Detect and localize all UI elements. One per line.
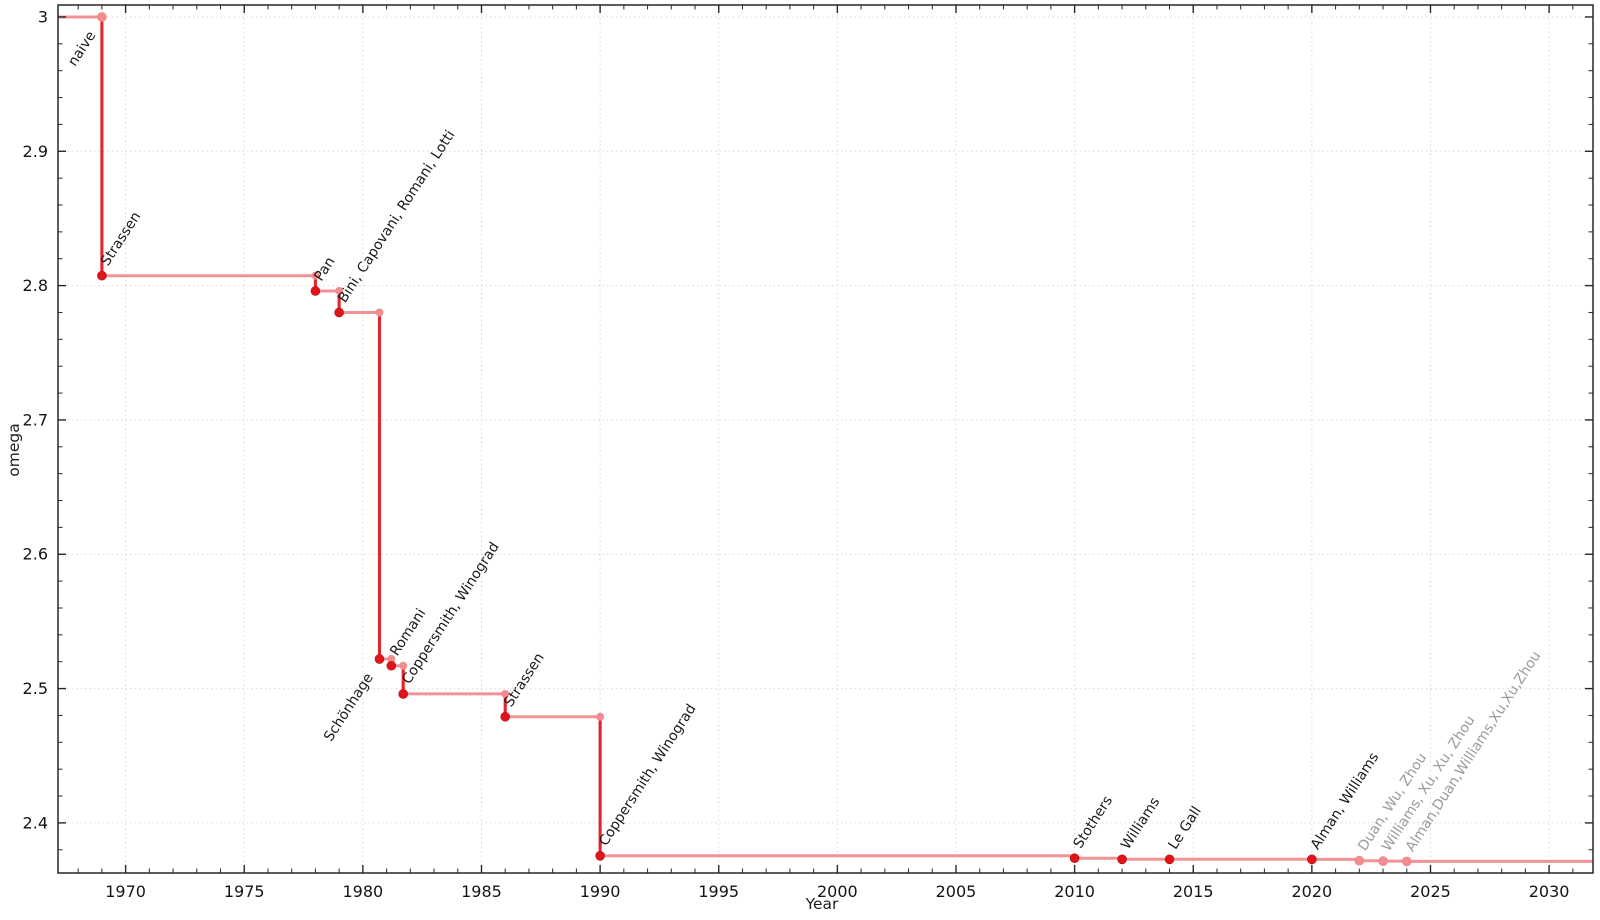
x-tick-label: 2005 bbox=[936, 882, 977, 901]
x-tick-label: 2030 bbox=[1529, 882, 1570, 901]
y-tick-label: 2.4 bbox=[23, 813, 48, 832]
x-tick-label: 1975 bbox=[224, 882, 265, 901]
y-axis-title: omega bbox=[5, 423, 23, 476]
y-tick-label: 2.9 bbox=[23, 142, 48, 161]
data-point bbox=[334, 307, 344, 318]
x-tick-label: 2015 bbox=[1173, 882, 1214, 901]
data-point bbox=[1069, 853, 1080, 864]
corner-point bbox=[311, 271, 320, 280]
y-tick-label: 2.5 bbox=[23, 679, 48, 698]
y-tick-label: 2.7 bbox=[23, 410, 48, 429]
data-series bbox=[58, 12, 1593, 867]
data-point bbox=[1117, 854, 1127, 865]
data-point bbox=[1307, 854, 1317, 865]
data-point bbox=[1164, 854, 1175, 865]
x-tick-label: 1990 bbox=[580, 882, 621, 901]
y-tick-label: 3 bbox=[38, 7, 48, 26]
data-point bbox=[97, 12, 107, 22]
x-tick-label: 1985 bbox=[461, 882, 502, 901]
x-axis-title: Year bbox=[805, 895, 839, 913]
data-point bbox=[398, 689, 408, 699]
data-point bbox=[500, 711, 511, 722]
x-tick-label: 2025 bbox=[1410, 882, 1451, 901]
plot-frame bbox=[57, 4, 1594, 874]
axes: 1970 1975 1980 1985 1990 1995 2000 2005 2010 2015… bbox=[23, 4, 1594, 901]
data-point bbox=[97, 270, 107, 281]
corner-point bbox=[375, 308, 384, 317]
corner-point bbox=[399, 661, 408, 670]
x-tick-label: 1970 bbox=[105, 882, 146, 901]
x-tick-label: 2020 bbox=[1292, 882, 1333, 901]
corner-point bbox=[335, 286, 344, 295]
x-tick-label: 1980 bbox=[343, 882, 384, 901]
data-point bbox=[374, 654, 385, 664]
x-tick-label: 1995 bbox=[698, 882, 739, 901]
x-tick-label: 2010 bbox=[1054, 882, 1095, 901]
data-point bbox=[1378, 856, 1388, 866]
data-point bbox=[310, 286, 321, 296]
y-tick-label: 2.6 bbox=[23, 545, 48, 564]
corner-point bbox=[387, 655, 396, 664]
data-point bbox=[1401, 856, 1412, 867]
y-tick-label: 2.8 bbox=[23, 276, 48, 295]
data-point bbox=[386, 660, 397, 671]
corner-point bbox=[501, 689, 510, 698]
data-point bbox=[1354, 855, 1365, 866]
x-tick-label: 2000 bbox=[817, 882, 858, 901]
corner-point bbox=[596, 712, 605, 721]
data-point bbox=[595, 851, 605, 861]
